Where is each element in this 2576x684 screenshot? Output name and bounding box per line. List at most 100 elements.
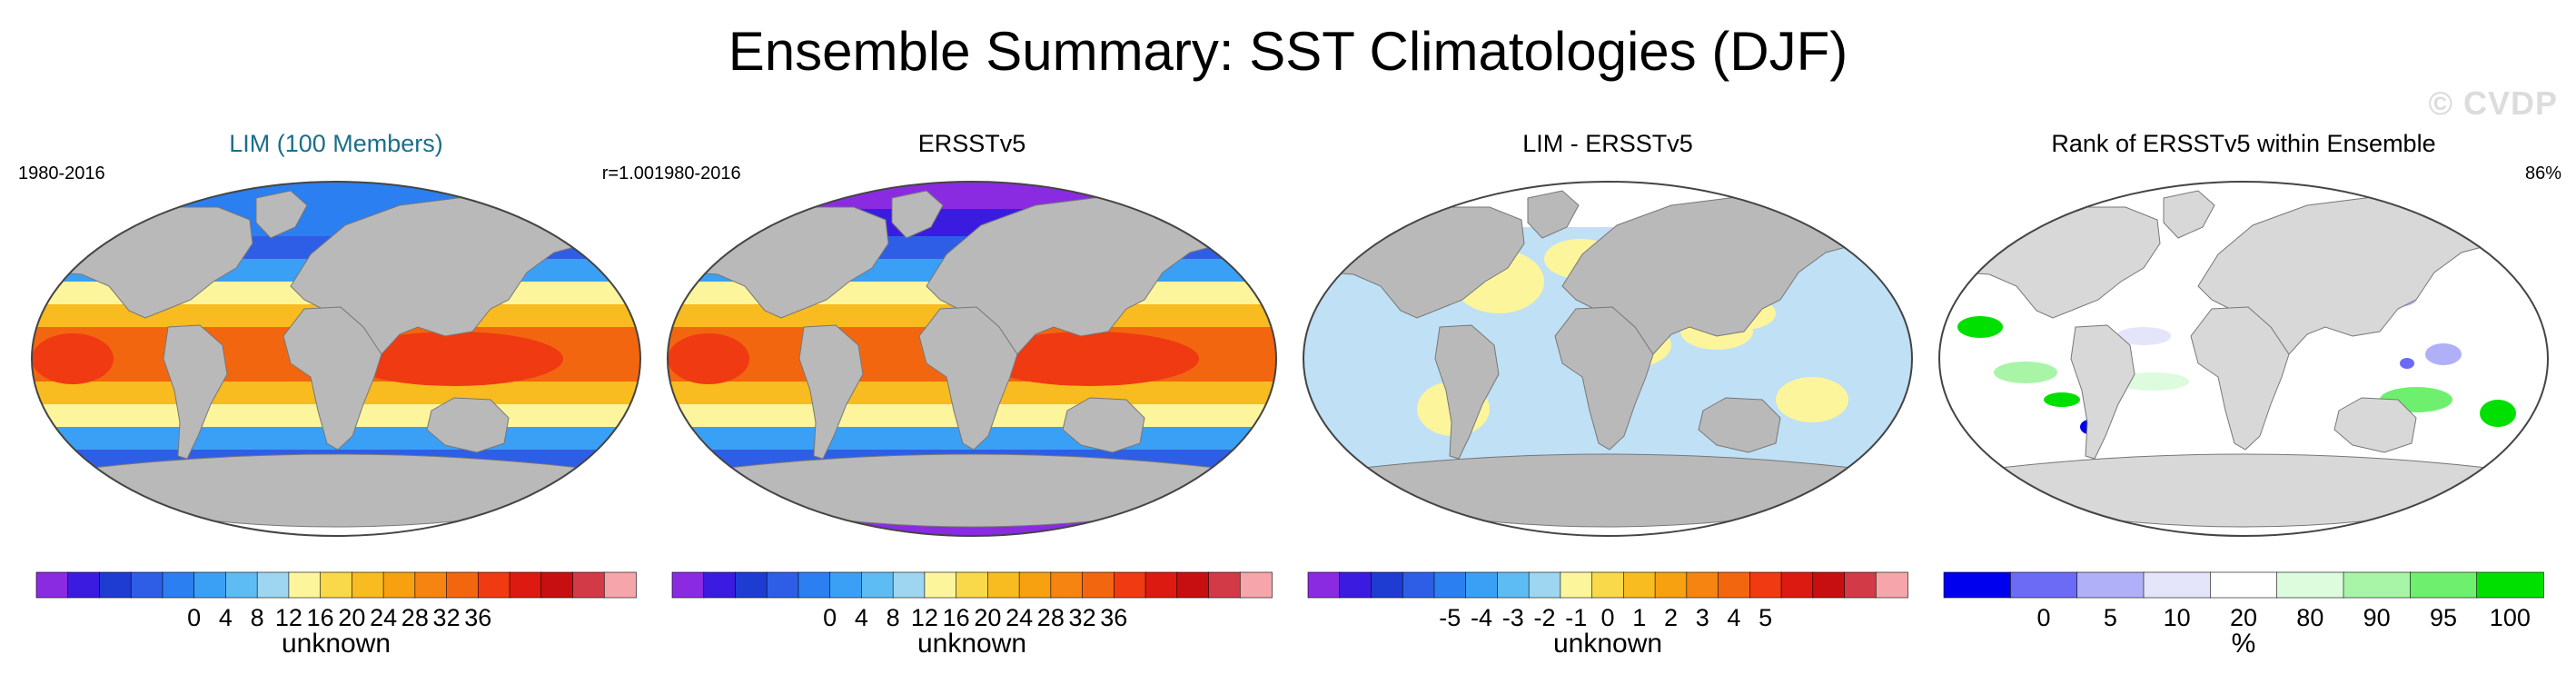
colorbar-units: unknown bbox=[1552, 629, 1663, 659]
rank-patch-high bbox=[2480, 400, 2516, 427]
colorbar bbox=[1307, 571, 1908, 599]
colorbar bbox=[35, 571, 637, 599]
colorbar-tick-label: 36 bbox=[464, 604, 492, 631]
land-australia bbox=[2333, 397, 2417, 453]
rank-map bbox=[1938, 181, 2549, 537]
colorbar-tick-label: 10 bbox=[2163, 604, 2191, 631]
land-south-america bbox=[2070, 324, 2135, 460]
rank-percentage-label: 86% bbox=[2524, 164, 2561, 183]
land-antarctica bbox=[54, 453, 619, 528]
sst-band bbox=[668, 182, 1276, 210]
colorbar-tick-label: -4 bbox=[1471, 604, 1493, 631]
land-south-america bbox=[163, 324, 228, 460]
colorbar-swatch bbox=[2343, 571, 2412, 599]
panel-rank: Rank of ERSSTv5 within Ensemble 86% 0 5 10… bbox=[1926, 118, 2561, 684]
colorbar-tick-label: 90 bbox=[2363, 604, 2391, 631]
colorbar-swatch bbox=[1812, 571, 1846, 599]
colorbar-swatch bbox=[1623, 571, 1656, 599]
colorbar-tick-label: 4 bbox=[1727, 604, 1741, 631]
colorbar-swatch bbox=[1239, 571, 1273, 599]
land-greenland bbox=[891, 190, 944, 239]
colorbar-swatch bbox=[2476, 571, 2544, 599]
land-antarctica bbox=[1325, 453, 1890, 528]
colorbar-tick-label: 24 bbox=[370, 604, 398, 631]
colorbar-tick-label: 5 bbox=[1759, 604, 1773, 631]
rank-patch-high bbox=[1994, 362, 2057, 383]
colorbar-swatch bbox=[352, 571, 384, 599]
colorbar-swatch bbox=[1844, 571, 1878, 599]
land-australia bbox=[1698, 397, 1781, 453]
colorbar-tick-label: 16 bbox=[306, 604, 334, 631]
colorbar-swatch bbox=[956, 571, 989, 599]
warm-pool bbox=[668, 333, 749, 384]
colorbar-units: unknown bbox=[916, 629, 1027, 659]
colorbar-tick-label: -5 bbox=[1439, 604, 1461, 631]
colorbar-swatch bbox=[320, 571, 353, 599]
land-africa bbox=[918, 306, 1018, 451]
panel-lim: LIM (100 Members) 1980-2016 r=1.00 0 4 8 12… bbox=[18, 118, 654, 684]
colorbar-swatch bbox=[1591, 571, 1625, 599]
colorbar-swatch bbox=[1654, 571, 1688, 599]
colorbar-swatch bbox=[892, 571, 926, 599]
colorbar-tick-label: 5 bbox=[2103, 604, 2117, 631]
colorbar-swatch bbox=[540, 571, 574, 599]
map-content bbox=[1939, 182, 2548, 536]
colorbar-swatch bbox=[1497, 571, 1530, 599]
warm-pool bbox=[345, 332, 563, 386]
colorbar-swatch bbox=[2010, 571, 2078, 599]
colorbar-tick-label: 4 bbox=[854, 604, 868, 631]
map-content bbox=[668, 182, 1276, 536]
colorbar-swatch bbox=[1943, 571, 2012, 599]
colorbar-swatch bbox=[1018, 571, 1052, 599]
colorbar-tick-label: 4 bbox=[218, 604, 233, 631]
land-greenland bbox=[255, 190, 308, 239]
period-label: 1980-2016 bbox=[654, 164, 741, 183]
colorbar-tick-label: 36 bbox=[1100, 604, 1128, 631]
colorbar-swatch bbox=[256, 571, 290, 599]
colorbar-swatch bbox=[130, 571, 163, 599]
panel-title: LIM (100 Members) bbox=[229, 130, 443, 157]
colorbar-tick-label: 95 bbox=[2429, 604, 2458, 631]
colorbar-tick-label: 0 bbox=[187, 604, 202, 631]
colorbar-tick-label: 8 bbox=[886, 604, 900, 631]
map-border bbox=[667, 181, 1277, 537]
colorbar-units: % bbox=[2231, 629, 2256, 659]
colorbar-tick-labels: 0 5 10 20 80 90 95 100 bbox=[1926, 604, 2561, 631]
colorbar-swatch bbox=[735, 571, 768, 599]
panel-title: Rank of ERSSTv5 within Ensemble bbox=[2051, 130, 2436, 157]
colorbar-tick-label: 32 bbox=[1068, 604, 1096, 631]
colorbar-swatch bbox=[2210, 571, 2278, 599]
colorbar-swatch bbox=[2143, 571, 2212, 599]
land-greenland bbox=[1527, 190, 1580, 239]
panel-title: LIM - ERSSTv5 bbox=[1522, 130, 1693, 157]
land-australia bbox=[426, 397, 510, 453]
cvdp-watermark: © CVDP bbox=[2428, 84, 2558, 122]
colorbar-swatch bbox=[2076, 571, 2145, 599]
colorbar-swatch bbox=[1114, 571, 1146, 599]
colorbar bbox=[671, 571, 1273, 599]
rank-patch-low bbox=[2400, 358, 2414, 369]
colorbar-swatch bbox=[1371, 571, 1404, 599]
rank-patch-low bbox=[2116, 327, 2171, 345]
colorbar-tick-label: 20 bbox=[974, 604, 1002, 631]
colorbar-tick-label: 16 bbox=[942, 604, 970, 631]
colorbar-swatch bbox=[446, 571, 480, 599]
colorbar-swatch bbox=[603, 571, 637, 599]
correlation-label: r=1.00 bbox=[601, 164, 654, 183]
colorbar-tick-labels: -5 -4 -3 -2 -1 0 1 2 3 4 5 bbox=[1290, 604, 1926, 631]
colorbar-tick-label: 8 bbox=[250, 604, 264, 631]
land-greenland bbox=[2163, 190, 2215, 239]
colorbar-swatch bbox=[1875, 571, 1908, 599]
panel-ersstv5: ERSSTv5 1980-2016 0 4 8 12 16 20 24 28 32 36 unkn… bbox=[654, 118, 1290, 684]
colorbar-swatch bbox=[67, 571, 101, 599]
colorbar-tick-label: 12 bbox=[274, 604, 302, 631]
colorbar-swatch bbox=[414, 571, 448, 599]
colorbar-swatch bbox=[703, 571, 737, 599]
colorbar-tick-label: -1 bbox=[1565, 604, 1588, 631]
warm-pool bbox=[32, 333, 114, 384]
land-south-america bbox=[798, 324, 864, 460]
colorbar-swatch bbox=[1050, 571, 1084, 599]
period-label: 1980-2016 bbox=[18, 164, 105, 183]
colorbar-tick-labels: 0 4 8 12 16 20 24 28 32 36 bbox=[18, 604, 654, 631]
colorbar-swatch bbox=[288, 571, 322, 599]
